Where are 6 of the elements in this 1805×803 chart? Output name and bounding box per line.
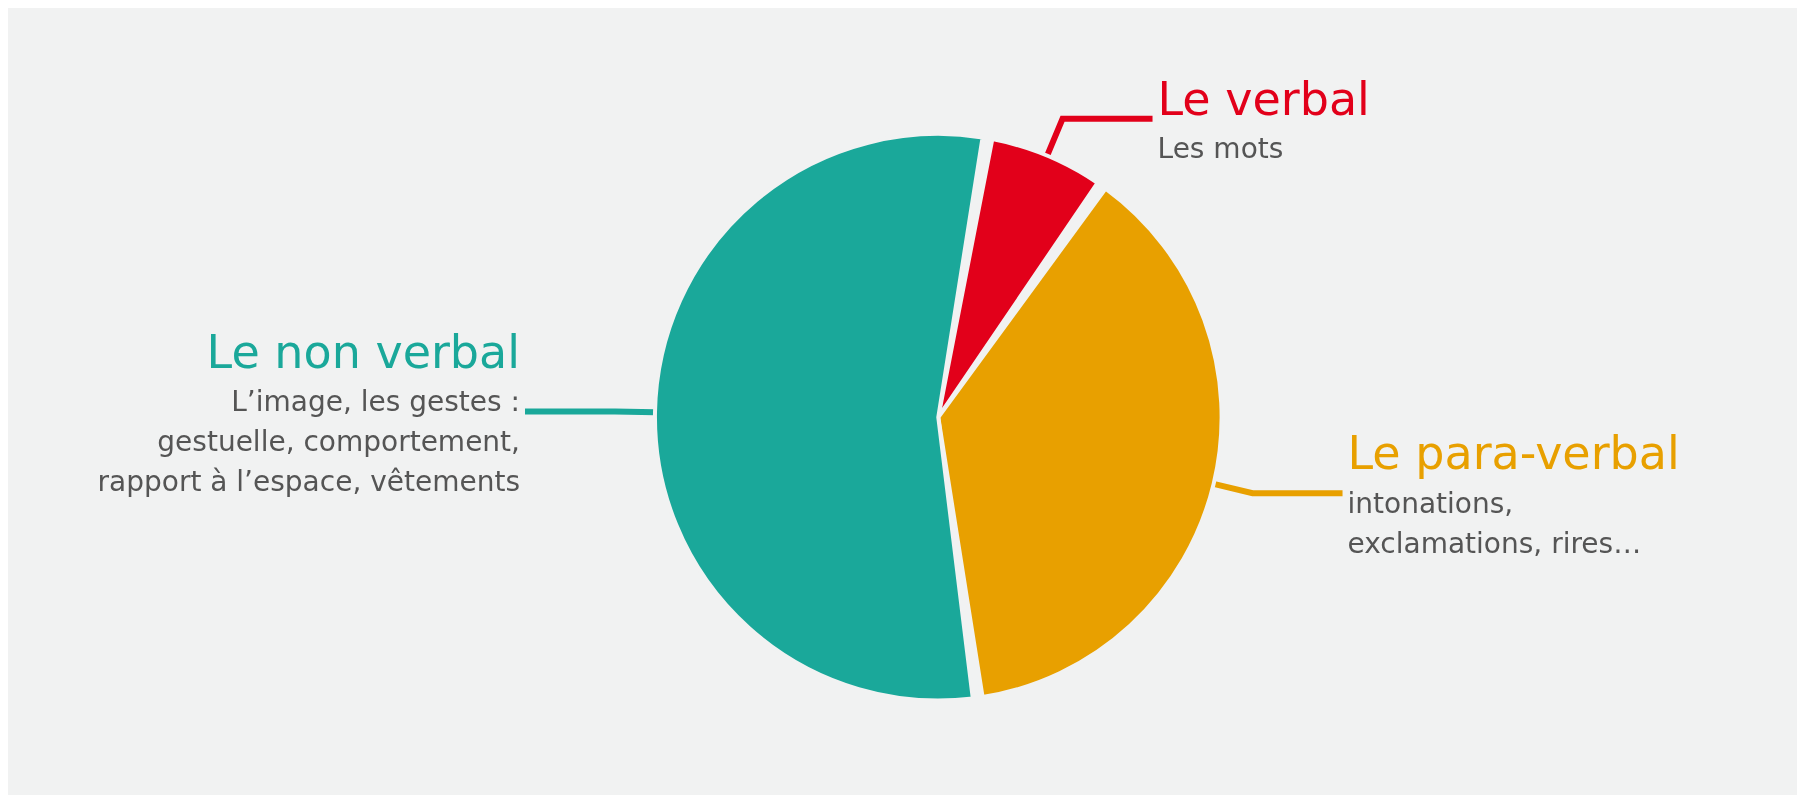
text: Les mots [1157, 132, 1284, 166]
slice-label: Le verbal [1157, 71, 1370, 126]
slice-label: Le non verbal [206, 324, 521, 379]
text: L’image, les gestes : gestuelle, comportement, rapport à l’espace, vêtements [97, 385, 521, 499]
text: intonations, exclamations, rires… [1347, 486, 1642, 560]
slice-label: Le para-verbal [1347, 426, 1680, 481]
